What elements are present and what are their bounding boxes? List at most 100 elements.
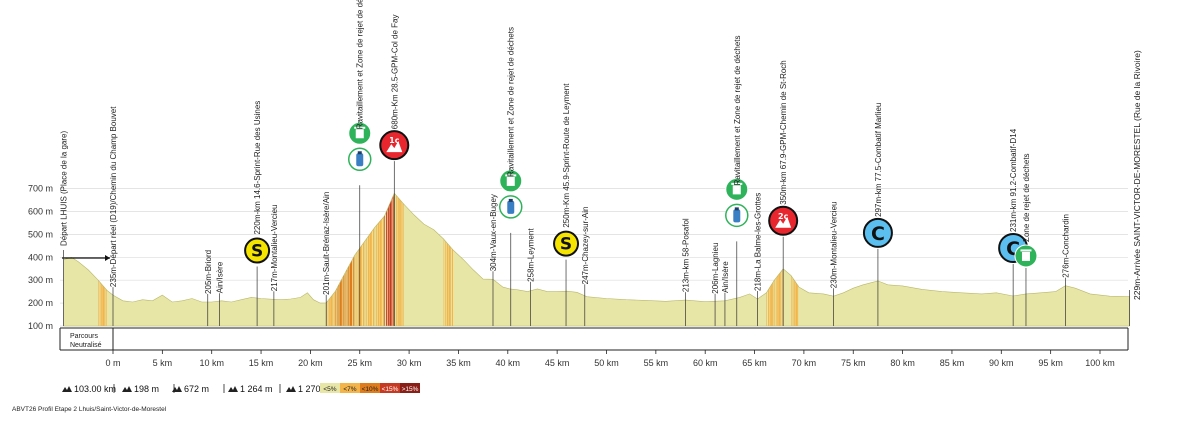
mountain-glyph bbox=[386, 141, 403, 153]
footer-title: ABVT26 Profil Etape 2 Lhuis/Saint-Victor… bbox=[12, 406, 167, 413]
gradient-stripe bbox=[402, 193, 404, 326]
feed-icon bbox=[1014, 244, 1038, 268]
legend-label: <10% bbox=[362, 386, 379, 393]
gradient-stripe bbox=[105, 193, 107, 326]
x-tick-label: 85 km bbox=[940, 358, 965, 368]
gradient-stripe bbox=[344, 193, 346, 326]
gradient-stripe bbox=[774, 193, 775, 326]
x-tick-label: 5 km bbox=[153, 358, 173, 368]
y-axis: 700 m 600 m 500 m 400 m 300 m 200 m 100 m bbox=[28, 184, 53, 331]
bin-body bbox=[355, 129, 364, 139]
x-tick-label: 90 km bbox=[989, 358, 1014, 368]
gradient-stripe bbox=[336, 193, 338, 326]
legend-swatch bbox=[320, 383, 340, 393]
point-label: 276m-Conchardin bbox=[1061, 214, 1070, 278]
neutral-label-line-2: Neutralisé bbox=[70, 342, 102, 349]
gradient-stripe bbox=[335, 193, 336, 326]
stat-total-ascent: 672 m bbox=[184, 384, 209, 394]
stat-min-alt: 198 m bbox=[134, 384, 159, 394]
gradient-stripe bbox=[451, 193, 453, 326]
legend-label: >15% bbox=[402, 386, 419, 393]
bottle-cap bbox=[357, 151, 362, 155]
gradient-stripe bbox=[358, 193, 360, 326]
x-tick-label: 25 km bbox=[347, 358, 372, 368]
mountain-icon bbox=[122, 386, 132, 392]
gradient-stripe bbox=[372, 193, 374, 326]
x-tick-label: 30 km bbox=[397, 358, 422, 368]
gradient-stripe bbox=[101, 193, 103, 326]
legend-swatch bbox=[400, 383, 420, 393]
gradient-stripe bbox=[332, 193, 333, 326]
gradient-stripe bbox=[338, 193, 340, 326]
mountain-icon bbox=[62, 386, 72, 392]
x-tick-label: 35 km bbox=[446, 358, 471, 368]
kom1-icon: 1c bbox=[379, 130, 410, 161]
gradient-stripe bbox=[343, 193, 345, 326]
gradient-stripe bbox=[341, 193, 343, 326]
gradient-stripe bbox=[384, 193, 385, 326]
gradient-stripe bbox=[356, 193, 358, 326]
gradient-stripe bbox=[354, 193, 356, 326]
gradient-stripe bbox=[386, 193, 387, 326]
point-label: 220m-km 14.6-Sprint-Rue des Usines bbox=[253, 101, 262, 235]
bottle-icon bbox=[348, 147, 372, 172]
point-label: 250m-Km 45.9-Sprint-Route de Leyment bbox=[562, 83, 571, 228]
x-tick-label: 15 km bbox=[249, 358, 274, 368]
gradient-stripe bbox=[359, 193, 362, 326]
y-tick-label: 100 m bbox=[28, 321, 53, 331]
point-label: 304m-Vaux-en-Bugey bbox=[489, 194, 498, 271]
gradient-stripe bbox=[98, 193, 99, 326]
x-tick-label: 60 km bbox=[693, 358, 718, 368]
bottle-icon bbox=[725, 203, 749, 228]
gradient-stripe bbox=[333, 193, 335, 326]
point-label: 217m-Montalieu-Vercieu bbox=[270, 204, 279, 291]
point-label: 258m-Leyment bbox=[527, 228, 536, 282]
point-label: Ravitaillement et Zone de rejet de déche… bbox=[733, 36, 742, 186]
x-tick-label: 20 km bbox=[298, 358, 323, 368]
gradient-stripe bbox=[795, 193, 798, 326]
bin-lid bbox=[354, 126, 366, 129]
mountain-glyph bbox=[775, 216, 792, 228]
point-label: 201m-Sault-Brénaz-Isère/Ain bbox=[322, 192, 331, 295]
bottle-body bbox=[507, 200, 515, 214]
gradient-stripe bbox=[361, 193, 363, 326]
bottle-cap bbox=[508, 198, 513, 202]
svg-text:S: S bbox=[251, 242, 263, 262]
point-label: Zone de rejet de déchets bbox=[1022, 153, 1031, 242]
point-label: 230m-Montalieu-Vercieu bbox=[830, 202, 839, 289]
gradient-stripe bbox=[395, 193, 397, 326]
bin-lid bbox=[505, 174, 517, 177]
profile-area bbox=[63, 193, 1130, 326]
gradient-stripe bbox=[771, 193, 773, 326]
bin-lid bbox=[731, 182, 743, 185]
y-tick-label: 200 m bbox=[28, 298, 53, 308]
gradient-stripe bbox=[363, 193, 365, 326]
feed-icon bbox=[725, 177, 749, 201]
point-label: 235m-Départ réel (D19)/Chemin du Champ B… bbox=[109, 106, 118, 287]
legend-label: <7% bbox=[343, 386, 356, 393]
y-tick-label: 600 m bbox=[28, 207, 53, 217]
sprint-icon: S bbox=[553, 230, 580, 257]
gradient-stripe bbox=[348, 193, 350, 326]
y-tick-label: 700 m bbox=[28, 184, 53, 194]
y-tick-label: 400 m bbox=[28, 252, 53, 262]
point-label: 231m-km 91.2-Combatif-D14 bbox=[1009, 128, 1018, 232]
bin-lid bbox=[1020, 249, 1032, 252]
kom2-icon: 2c bbox=[768, 205, 799, 236]
gradient-stripe bbox=[353, 193, 355, 326]
point-label: 205m-Briord bbox=[204, 250, 213, 294]
gradient-stripe bbox=[450, 193, 451, 326]
sprint-icon: S bbox=[244, 237, 271, 264]
svg-text:1c: 1c bbox=[389, 136, 400, 145]
y-tick-label: 500 m bbox=[28, 229, 53, 239]
gradient-stripe bbox=[346, 193, 348, 326]
svg-text:2c: 2c bbox=[778, 212, 789, 221]
point-label: 297m-km 77.5-Combatif Marlieu bbox=[874, 103, 883, 217]
x-axis: 0 m 5 km 10 km 15 km 20 km 25 km 30 km 35 km 40 … bbox=[105, 350, 1115, 368]
gradient-stripe bbox=[376, 193, 378, 326]
gradient-stripe bbox=[448, 193, 451, 326]
gradient-stripe bbox=[366, 193, 368, 326]
point-label: Ravitaillement et Zone de rejet de déche… bbox=[356, 0, 365, 129]
feed-icon bbox=[348, 121, 372, 145]
